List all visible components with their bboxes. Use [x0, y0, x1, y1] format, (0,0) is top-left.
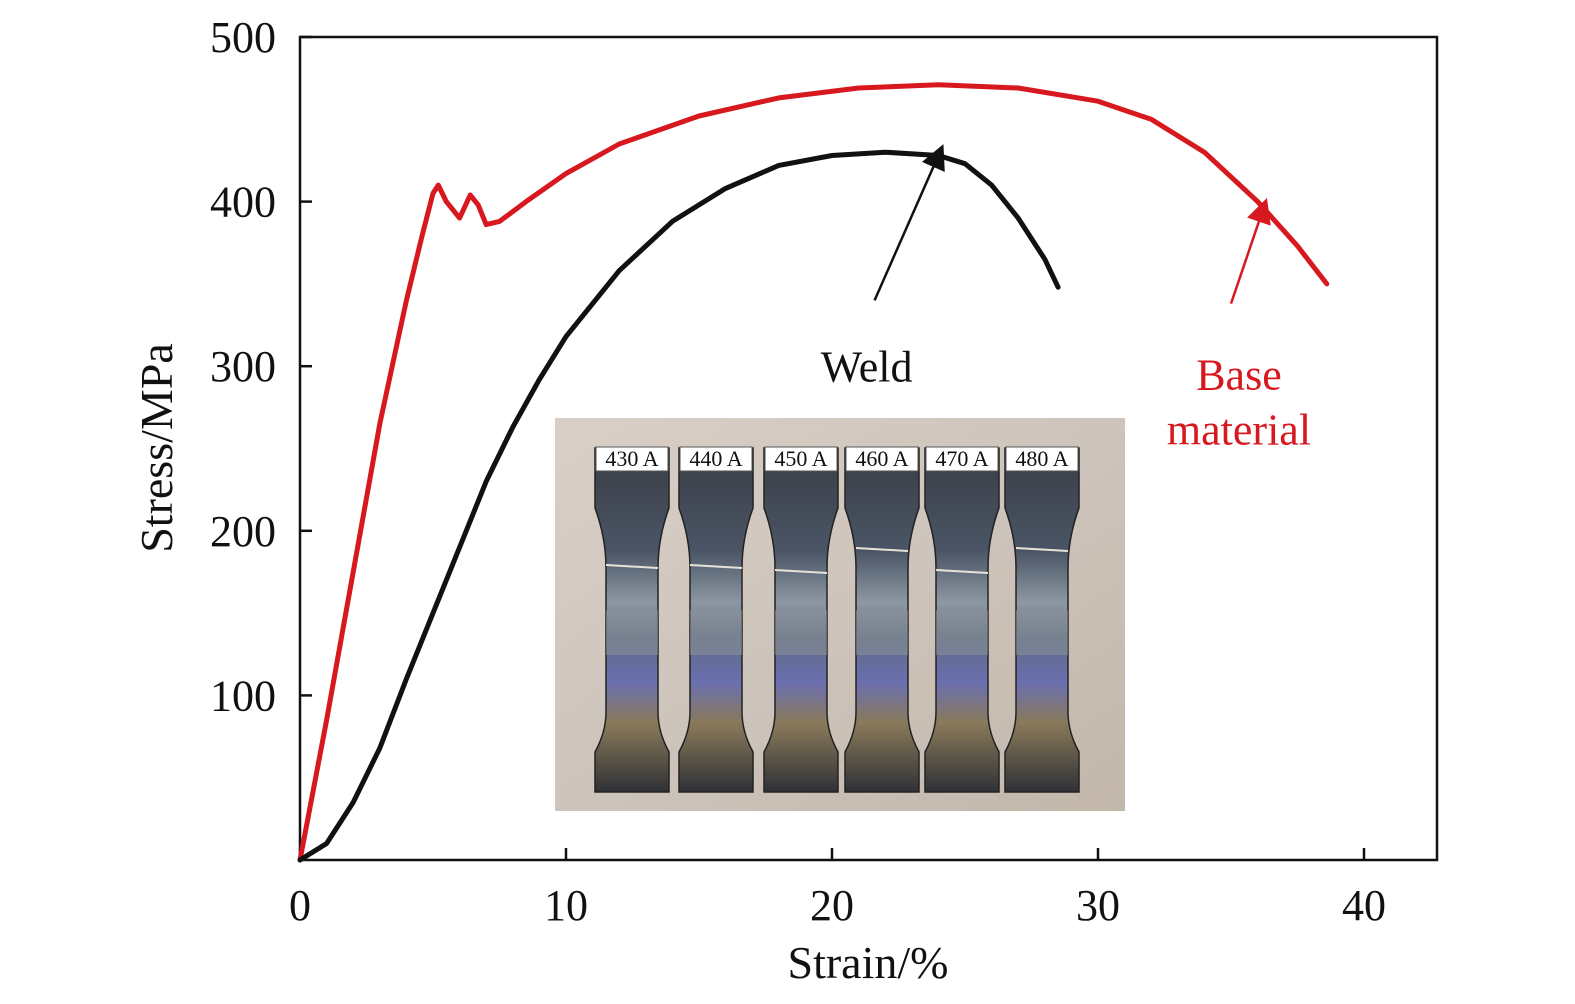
specimen-label-box	[764, 446, 838, 472]
x-axis-title: Strain/%	[788, 937, 949, 988]
specimen-label: 470 A	[935, 446, 988, 471]
fracture-line	[1015, 547, 1069, 552]
axis-ticks	[298, 35, 1366, 860]
weld-bead	[1016, 610, 1068, 655]
y-tick-label: 100	[210, 671, 276, 720]
specimen-label: 430 A	[605, 446, 658, 471]
series-line-weld	[297, 149, 1061, 863]
fracture-line	[689, 564, 743, 569]
weld-bead	[856, 610, 908, 655]
series-line-base-material	[297, 82, 1330, 863]
specimen-label-box	[925, 446, 999, 472]
weld-bead	[690, 610, 742, 655]
specimen: 430 A	[594, 446, 670, 793]
x-axis-tick-labels: 0 10 20 30 40	[289, 881, 1386, 930]
specimen-label-box	[845, 446, 919, 472]
y-tick-label: 300	[210, 342, 276, 391]
y-tick-label: 400	[210, 178, 276, 227]
specimen-label-box	[679, 446, 753, 472]
specimen-label: 480 A	[1015, 446, 1068, 471]
specimen: 470 A	[924, 446, 1000, 793]
specimen-label: 440 A	[689, 446, 742, 471]
y-tick-label: 200	[210, 507, 276, 556]
y-tick-label: 500	[210, 13, 276, 62]
specimen: 450 A	[763, 446, 839, 793]
fracture-line	[605, 564, 659, 569]
annotation-arrow	[1229, 197, 1271, 305]
annotations: Weld Base material	[821, 144, 1311, 455]
x-tick-label: 20	[810, 881, 854, 930]
annotation-label: Base	[1196, 351, 1282, 400]
annotation-label: material	[1167, 406, 1311, 455]
weld-bead	[775, 610, 827, 655]
specimen-photo-inset: 430 A 440 A 450 A 460 A 470 A 480 A	[555, 418, 1125, 811]
x-tick-label: 10	[544, 881, 588, 930]
specimen: 460 A	[844, 446, 920, 793]
specimen-label: 460 A	[855, 446, 908, 471]
y-axis-title: Stress/MPa	[131, 343, 182, 553]
fracture-line	[774, 569, 828, 574]
specimen-label: 450 A	[774, 446, 827, 471]
specimen: 480 A	[1004, 446, 1080, 793]
y-axis-tick-labels: 100 200 300 400 500	[210, 13, 276, 720]
x-tick-label: 30	[1076, 881, 1120, 930]
annotation-label: Weld	[821, 343, 913, 392]
fracture-line	[935, 569, 989, 574]
fracture-line	[855, 547, 909, 552]
specimen-label-box	[1005, 446, 1079, 472]
annotation-arrow	[873, 144, 945, 301]
specimen-label-box	[595, 446, 669, 472]
x-tick-label: 0	[289, 881, 311, 930]
plot-frame	[298, 35, 1439, 862]
weld-bead	[606, 610, 658, 655]
specimen: 440 A	[678, 446, 754, 793]
series-lines	[297, 82, 1330, 863]
weld-bead	[936, 610, 988, 655]
x-tick-label: 40	[1342, 881, 1386, 930]
